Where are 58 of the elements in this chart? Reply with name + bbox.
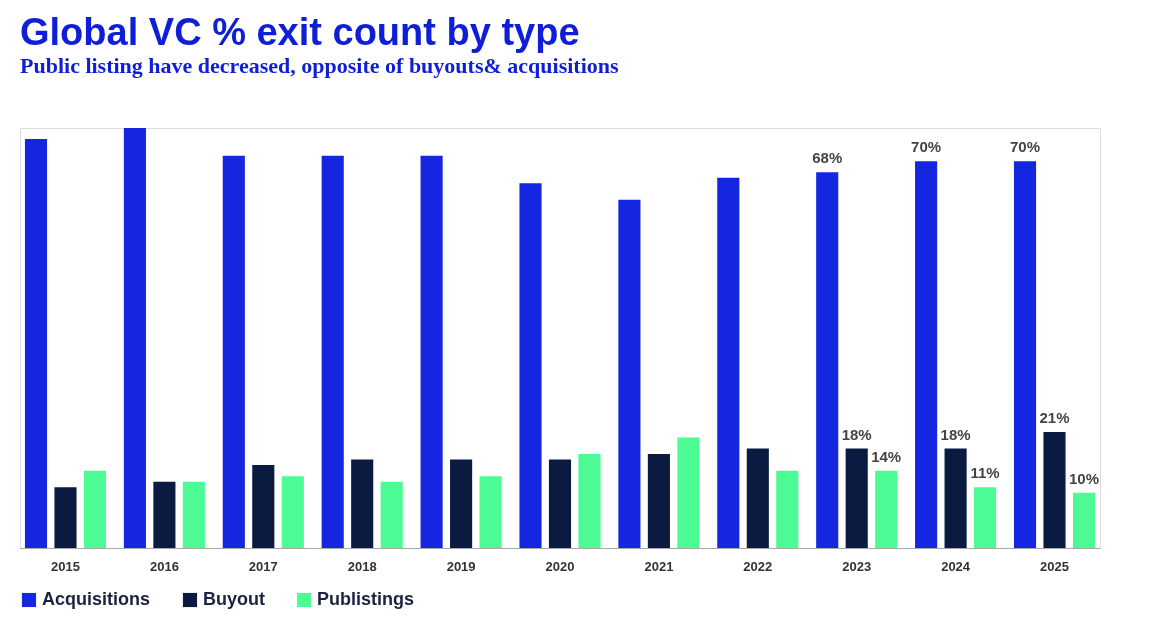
bar — [1013, 161, 1037, 548]
bar — [222, 155, 245, 548]
bar — [123, 128, 146, 548]
bar — [915, 161, 938, 548]
bar — [182, 481, 205, 548]
x-tick-label: 2020 — [545, 558, 575, 574]
bar — [1043, 431, 1066, 548]
bar — [479, 476, 502, 548]
data-label: 70% — [911, 138, 942, 156]
bar — [1072, 492, 1096, 548]
bar — [717, 177, 740, 548]
bar — [450, 459, 473, 548]
bar — [944, 448, 967, 548]
x-tick-label: 2015 — [51, 558, 80, 574]
x-tick-label: 2019 — [446, 558, 476, 574]
bar — [875, 470, 898, 548]
x-tick-label: 2025 — [1040, 558, 1069, 574]
x-tick-label: 2021 — [644, 558, 674, 574]
data-label: 21% — [1039, 408, 1070, 426]
bar — [351, 459, 374, 548]
bar — [548, 459, 572, 548]
bar — [746, 448, 769, 548]
x-tick-label: 2016 — [149, 558, 179, 574]
x-tick-label: 2023 — [842, 558, 872, 574]
bar — [281, 476, 304, 548]
bar — [252, 465, 275, 548]
bar — [618, 199, 641, 548]
bar — [380, 481, 403, 548]
chart-title: Global VC % exit count by type — [20, 11, 580, 53]
bar — [776, 470, 799, 548]
bar — [677, 437, 700, 548]
bar — [974, 487, 997, 548]
bar — [845, 448, 868, 548]
x-tick-label: 2018 — [347, 558, 377, 574]
data-label: 18% — [940, 425, 971, 443]
legend-label: Acquisitions — [42, 589, 151, 609]
bar — [647, 454, 670, 548]
bar — [24, 139, 48, 548]
bar — [420, 155, 443, 548]
legend-label: Buyout — [203, 589, 265, 609]
data-label: 70% — [1010, 138, 1041, 156]
x-tick-label: 2017 — [248, 558, 278, 574]
bar — [519, 183, 542, 548]
data-label: 18% — [841, 425, 872, 443]
data-label: 11% — [970, 464, 1000, 482]
bar — [816, 172, 839, 548]
bar — [83, 470, 107, 548]
bar — [153, 481, 176, 548]
bar — [321, 155, 344, 548]
bar — [54, 487, 77, 548]
data-label: 68% — [812, 149, 843, 167]
legend-label: Publistings — [317, 589, 415, 609]
bar — [578, 454, 601, 548]
data-label: 14% — [871, 447, 902, 465]
data-label: 10% — [1068, 469, 1100, 487]
x-tick-label: 2022 — [743, 558, 773, 574]
chart-subtitle: Public listing have decreased, opposite of buyouts& acquisitions — [20, 53, 619, 78]
x-tick-label: 2024 — [941, 558, 971, 574]
